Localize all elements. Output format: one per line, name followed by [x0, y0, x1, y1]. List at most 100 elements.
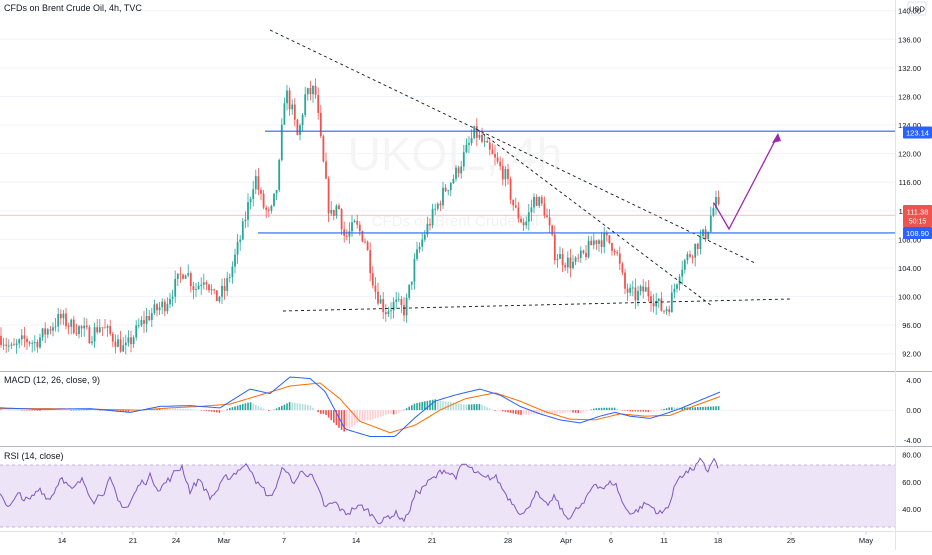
candle[interactable] [613, 248, 616, 256]
candle[interactable] [639, 284, 642, 296]
candle[interactable] [374, 277, 377, 300]
candle[interactable] [652, 294, 655, 313]
candle[interactable] [252, 180, 255, 207]
candle[interactable] [486, 138, 489, 143]
candle[interactable] [301, 113, 304, 132]
candle[interactable] [13, 337, 15, 346]
candle[interactable] [694, 243, 697, 267]
candle[interactable] [600, 231, 603, 254]
candle[interactable] [369, 242, 372, 282]
candle[interactable] [31, 340, 34, 353]
candle[interactable] [306, 87, 309, 101]
candle[interactable] [442, 181, 444, 209]
candle[interactable] [192, 281, 195, 300]
candle[interactable] [546, 208, 548, 218]
candle[interactable] [410, 281, 413, 291]
candle[interactable] [517, 201, 520, 223]
candle[interactable] [668, 305, 671, 317]
candle[interactable] [46, 327, 49, 339]
candle[interactable] [384, 304, 387, 322]
candle[interactable] [717, 190, 720, 206]
candle[interactable] [2, 337, 5, 350]
candle[interactable] [119, 330, 122, 353]
candle[interactable] [691, 254, 694, 264]
candle[interactable] [195, 282, 197, 298]
candle[interactable] [405, 293, 408, 323]
candle[interactable] [561, 248, 564, 273]
candle[interactable] [15, 339, 18, 354]
candle[interactable] [231, 261, 234, 284]
candle[interactable] [241, 217, 244, 241]
candle[interactable] [150, 307, 153, 328]
candle[interactable] [345, 229, 348, 241]
candle[interactable] [533, 193, 535, 214]
candle[interactable] [20, 329, 23, 346]
candle[interactable] [361, 230, 364, 243]
candle[interactable] [278, 158, 281, 193]
candle[interactable] [156, 302, 158, 317]
candle[interactable] [127, 330, 130, 347]
candle[interactable] [293, 98, 296, 127]
candle[interactable] [696, 242, 699, 256]
candle[interactable] [275, 189, 278, 200]
candle[interactable] [468, 136, 470, 154]
candle[interactable] [629, 283, 632, 297]
candle[interactable] [421, 232, 424, 252]
candle[interactable] [676, 283, 678, 293]
candle[interactable] [577, 253, 580, 263]
candle[interactable] [551, 224, 554, 237]
candle[interactable] [530, 199, 533, 222]
candle[interactable] [379, 295, 382, 304]
candle[interactable] [161, 298, 164, 315]
candle[interactable] [70, 318, 73, 335]
candle[interactable] [41, 327, 44, 341]
macd-line[interactable] [0, 376, 721, 437]
candle[interactable] [678, 273, 681, 291]
candle[interactable] [23, 326, 26, 348]
candle[interactable] [569, 248, 572, 278]
candle[interactable] [509, 176, 512, 204]
candle[interactable] [392, 297, 395, 319]
candle[interactable] [507, 163, 509, 185]
candle[interactable] [26, 335, 28, 350]
candle[interactable] [319, 104, 322, 138]
candle[interactable] [187, 264, 190, 278]
candle[interactable] [683, 258, 686, 274]
candle[interactable] [0, 327, 2, 348]
candle[interactable] [62, 309, 65, 325]
candle[interactable] [130, 330, 132, 353]
candle[interactable] [309, 80, 312, 101]
macd-series[interactable] [0, 376, 895, 437]
candle[interactable] [101, 327, 104, 337]
candle[interactable] [538, 196, 541, 209]
candle[interactable] [114, 334, 117, 354]
candle[interactable] [709, 206, 712, 234]
candle[interactable] [254, 169, 257, 195]
candle[interactable] [18, 338, 21, 349]
candle[interactable] [650, 291, 652, 312]
candle[interactable] [33, 335, 36, 352]
candle[interactable] [624, 268, 626, 295]
candle[interactable] [465, 138, 468, 154]
candle[interactable] [239, 235, 242, 251]
candle[interactable] [137, 318, 140, 329]
candle[interactable] [475, 118, 478, 147]
candle[interactable] [673, 283, 676, 299]
lower-trendline[interactable] [282, 298, 791, 312]
candle[interactable] [335, 204, 338, 219]
horizontal-levels[interactable] [0, 130, 895, 234]
candle[interactable] [57, 308, 60, 333]
candle[interactable] [249, 196, 252, 210]
candle[interactable] [585, 245, 587, 261]
candle[interactable] [699, 229, 702, 255]
candle[interactable] [512, 199, 515, 211]
candle[interactable] [657, 298, 660, 308]
candle[interactable] [145, 307, 148, 333]
candle[interactable] [317, 87, 320, 120]
candle[interactable] [262, 190, 265, 210]
candle[interactable] [234, 248, 236, 274]
candle[interactable] [608, 235, 611, 245]
candle[interactable] [314, 78, 317, 99]
candle[interactable] [403, 297, 405, 322]
candle[interactable] [182, 273, 184, 280]
